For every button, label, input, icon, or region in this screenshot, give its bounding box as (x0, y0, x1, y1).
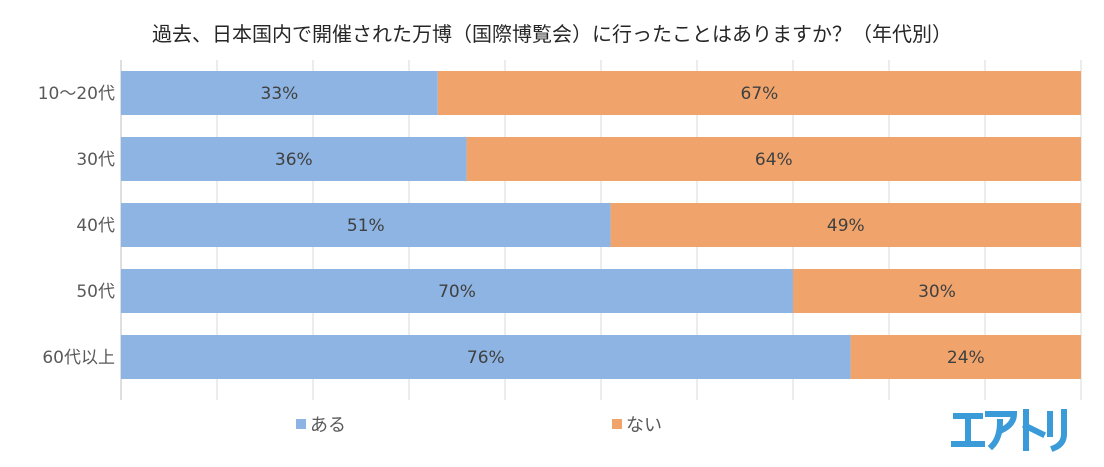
data-label: 76% (467, 348, 505, 368)
legend-swatch (612, 419, 622, 429)
data-label: 33% (261, 84, 299, 104)
data-label: 51% (347, 216, 385, 236)
chart-title: 過去、日本国内で開催された万博（国際博覧会）に行ったことはありますか？（年代別） (152, 22, 952, 46)
category-label: 40代 (76, 216, 115, 236)
category-label: 30代 (76, 150, 115, 170)
bar-nai (793, 269, 1081, 313)
brand-logo (951, 409, 1067, 452)
data-label: 64% (755, 150, 793, 170)
data-label: 24% (947, 348, 985, 368)
category-label: 50代 (76, 282, 115, 302)
bar-aru (121, 269, 793, 313)
data-label: 67% (741, 84, 779, 104)
bar-aru (121, 335, 851, 379)
legend-label: ない (626, 415, 662, 436)
legend-swatch (296, 419, 306, 429)
bar-nai (466, 137, 1082, 181)
data-label: 36% (275, 150, 313, 170)
data-label: 30% (918, 282, 956, 302)
legend-label: ある (310, 415, 346, 436)
bar-nai (610, 203, 1081, 247)
category-label: 10～20代 (38, 84, 115, 104)
bar-nai (437, 71, 1081, 115)
bar-aru (121, 203, 611, 247)
data-label: 49% (827, 216, 865, 236)
bar-aru (121, 71, 438, 115)
bar-aru (121, 137, 467, 181)
category-label: 60代以上 (42, 348, 115, 368)
bar-nai (850, 335, 1081, 379)
data-label: 70% (438, 282, 476, 302)
